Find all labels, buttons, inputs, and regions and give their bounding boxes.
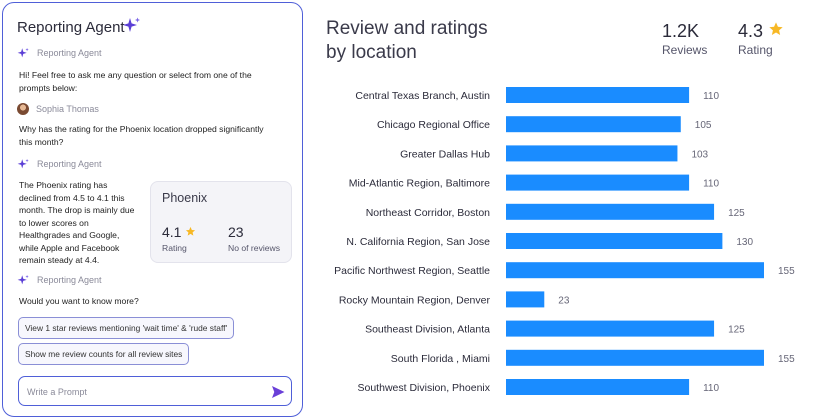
- total-reviews-value: 1.2K: [662, 21, 700, 41]
- bar-value-label: 110: [703, 91, 719, 102]
- category-label: Rocky Mountain Region, Denver: [339, 294, 491, 306]
- bar: [506, 349, 764, 366]
- agent-sender: Reporting Agent: [17, 157, 102, 171]
- card-rating: 4.1: [162, 224, 196, 240]
- bar: [506, 233, 723, 249]
- prompt-input[interactable]: [27, 384, 257, 400]
- bar: [506, 203, 715, 220]
- agent-name: Reporting Agent: [37, 275, 102, 285]
- category-label: Greater Dallas Hub: [400, 148, 490, 160]
- bar-value-label: 125: [728, 208, 745, 219]
- location-reviews-bar-chart: Central Texas Branch, Austin 110 Chicago R…: [334, 87, 795, 395]
- reporting-agent-panel: Reporting Agent Reporting Agent Hi! Feel…: [2, 2, 303, 417]
- report-title-line2: by location: [326, 42, 417, 63]
- agent-name: Reporting Agent: [37, 159, 102, 169]
- bar: [506, 116, 681, 133]
- bar-row: N. California Region, San Jose 130: [346, 233, 754, 249]
- agent-name: Reporting Agent: [37, 48, 102, 58]
- send-icon[interactable]: [270, 384, 286, 400]
- location-card: Phoenix 4.1 Rating 23 No of reviews: [150, 181, 292, 263]
- sparkle-icon: [122, 16, 142, 36]
- bar-row: Central Texas Branch, Austin 110: [355, 87, 719, 103]
- bar-value-label: 103: [691, 149, 708, 160]
- overall-rating-value: 4.3: [738, 21, 764, 41]
- card-reviews-label: No of reviews: [228, 243, 281, 253]
- bar-row: Southwest Division, Phoenix 110: [358, 379, 719, 395]
- location-name: Phoenix: [162, 191, 208, 205]
- overall-rating-label: Rating: [738, 43, 773, 57]
- agent-answer: The Phoenix rating has declined from 4.5…: [19, 180, 135, 265]
- total-reviews-stat: 1.2K Reviews: [662, 20, 707, 57]
- sparkle-icon: [17, 47, 30, 60]
- report-title-line1: Review and ratings: [326, 18, 488, 39]
- bar-value-label: 110: [703, 179, 719, 190]
- agent-title: Reporting Agent: [17, 19, 125, 36]
- bar: [506, 174, 690, 191]
- bar: [506, 145, 678, 162]
- bar-value-label: 155: [778, 354, 795, 365]
- bar-value-label: 105: [695, 120, 712, 131]
- star-icon: [768, 20, 784, 42]
- category-label: Northeast Corridor, Boston: [366, 207, 490, 219]
- card-rating-value: 4.1: [162, 224, 182, 240]
- bar: [506, 262, 764, 279]
- card-reviews-value: 23: [228, 224, 244, 240]
- bar-value-label: 130: [736, 237, 753, 248]
- overall-rating-stat: 4.3 Rating: [738, 20, 784, 57]
- category-label: N. California Region, San Jose: [346, 236, 490, 248]
- avatar: [17, 103, 29, 115]
- agent-greeting: Hi! Feel free to ask me any question or …: [19, 70, 252, 93]
- bar-row: Southeast Division, Atlanta 125: [365, 320, 745, 337]
- star-icon: [185, 224, 196, 240]
- agent-follow-up: Would you want to know more?: [19, 296, 139, 306]
- bar-row: Rocky Mountain Region, Denver 23: [339, 291, 570, 308]
- sparkle-icon: [17, 158, 30, 171]
- user-name: Sophia Thomas: [36, 104, 99, 114]
- suggested-prompt-one-star-reviews[interactable]: View 1 star reviews mentioning 'wait tim…: [18, 317, 235, 339]
- category-label: Southwest Division, Phoenix: [358, 382, 491, 394]
- agent-sender: Reporting Agent: [17, 46, 102, 60]
- bar-row: South Florida , Miami 155: [391, 349, 795, 366]
- overall-rating: 4.3: [738, 20, 784, 42]
- sparkle-icon: [17, 274, 30, 287]
- bar: [506, 320, 715, 337]
- bar: [506, 291, 545, 308]
- category-label: Pacific Northwest Region, Seattle: [334, 265, 490, 277]
- total-reviews-label: Reviews: [662, 43, 708, 57]
- bar-value-label: 125: [728, 325, 745, 336]
- bar-value-label: 155: [778, 266, 795, 277]
- suggested-prompt-review-counts[interactable]: Show me review counts for all review sit…: [18, 343, 190, 365]
- card-rating-label: Rating: [162, 243, 187, 253]
- bar-row: Mid-Atlantic Region, Baltimore 110: [349, 174, 719, 191]
- category-label: South Florida , Miami: [391, 353, 490, 365]
- bar-value-label: 110: [703, 383, 719, 394]
- report-title: Review and ratings by location: [326, 17, 526, 65]
- user-question: Why has the rating for the Phoenix locat…: [19, 124, 264, 147]
- bar: [506, 87, 690, 103]
- agent-sender: Reporting Agent: [17, 273, 102, 287]
- user-sender: Sophia Thomas: [17, 102, 99, 116]
- bar-row: Pacific Northwest Region, Seattle 155: [334, 262, 795, 279]
- bar-value-label: 23: [558, 295, 570, 306]
- bar-row: Greater Dallas Hub 103: [400, 145, 709, 162]
- category-label: Mid-Atlantic Region, Baltimore: [349, 178, 490, 190]
- bar: [506, 379, 690, 395]
- bar-row: Northeast Corridor, Boston 125: [366, 203, 745, 220]
- category-label: Central Texas Branch, Austin: [355, 90, 490, 102]
- bar-row: Chicago Regional Office 105: [377, 116, 712, 133]
- prompt-input-box: [18, 376, 292, 406]
- category-label: Southeast Division, Atlanta: [365, 324, 490, 336]
- category-label: Chicago Regional Office: [377, 119, 490, 131]
